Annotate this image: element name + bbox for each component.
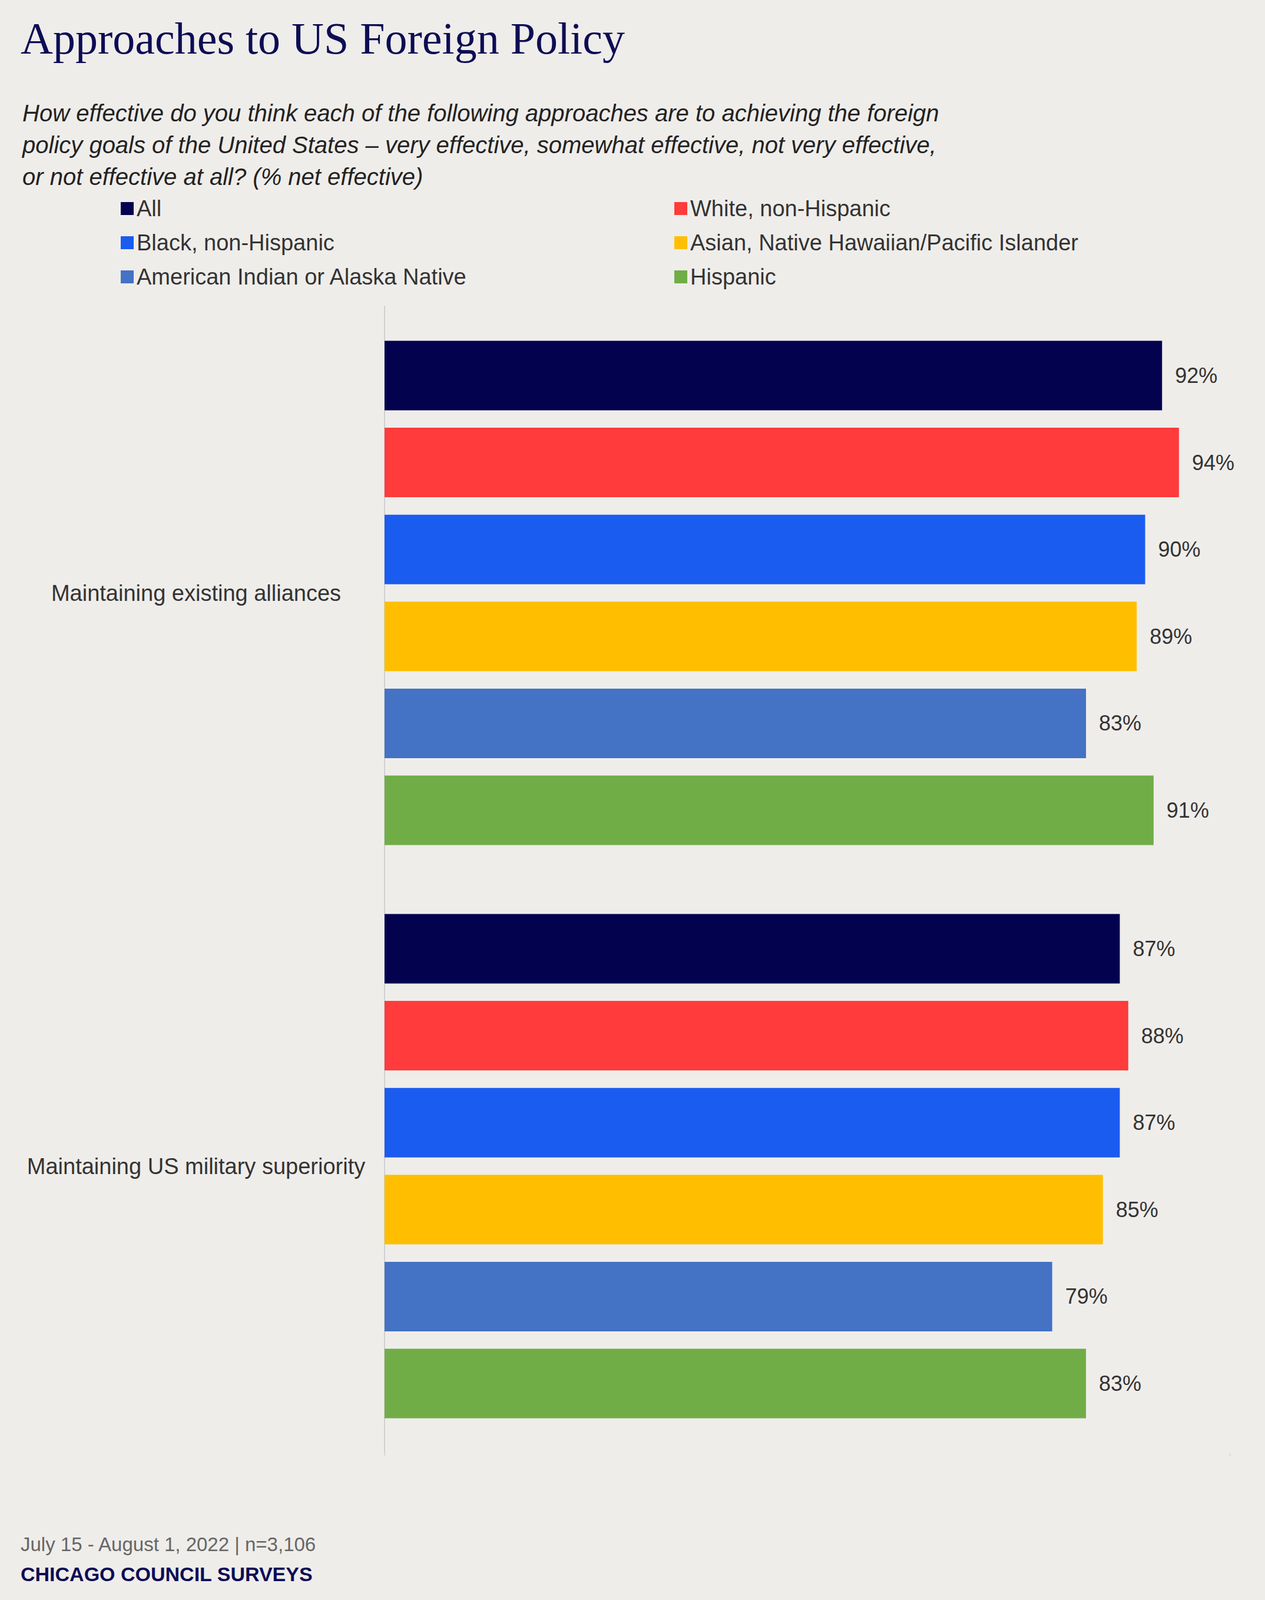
- svg-text:88%: 88%: [1141, 1023, 1184, 1048]
- svg-text:87%: 87%: [1132, 936, 1175, 961]
- svg-text:90%: 90%: [1158, 537, 1201, 562]
- svg-text:Hispanic: Hispanic: [690, 264, 777, 290]
- svg-text:89%: 89%: [1149, 624, 1192, 649]
- svg-text:or not effective at all? (% ne: or not effective at all? (% net effectiv…: [22, 163, 423, 190]
- svg-text:How effective do you think eac: How effective do you think each of the f…: [22, 100, 946, 127]
- svg-text:92%: 92%: [1174, 363, 1218, 388]
- svg-text:White, non-Hispanic: White, non-Hispanic: [690, 196, 891, 221]
- svg-text:83%: 83%: [1098, 710, 1142, 735]
- svg-text:Asian, Native Hawaiian/Pacific: Asian, Native Hawaiian/Pacific Islander: [690, 230, 1079, 256]
- svg-text:Black, non-Hispanic: Black, non-Hispanic: [136, 230, 335, 256]
- svg-text:91%: 91%: [1166, 797, 1210, 823]
- svg-text:85%: 85%: [1116, 1197, 1159, 1222]
- svg-text:79%: 79%: [1065, 1283, 1108, 1308]
- svg-text:July 15 - August 1, 2022 | n=3: July 15 - August 1, 2022 | n=3,106: [20, 1532, 316, 1555]
- svg-text:All: All: [136, 196, 162, 221]
- svg-text:policy goals of the United Sta: policy goals of the United States – very…: [21, 131, 943, 158]
- svg-text:Approaches to US Foreign Polic: Approaches to US Foreign Policy: [20, 13, 625, 64]
- svg-text:CHICAGO COUNCIL SURVEYS: CHICAGO COUNCIL SURVEYS: [20, 1562, 313, 1585]
- svg-text:Maintaining existing alliances: Maintaining existing alliances: [51, 580, 341, 606]
- svg-text:94%: 94%: [1191, 450, 1235, 475]
- svg-text:Maintaining US military superi: Maintaining US military superiority: [27, 1153, 366, 1179]
- svg-text:87%: 87%: [1132, 1110, 1175, 1135]
- svg-text:83%: 83%: [1098, 1371, 1142, 1396]
- svg-text:American Indian or Alaska Nati: American Indian or Alaska Native: [136, 264, 467, 290]
